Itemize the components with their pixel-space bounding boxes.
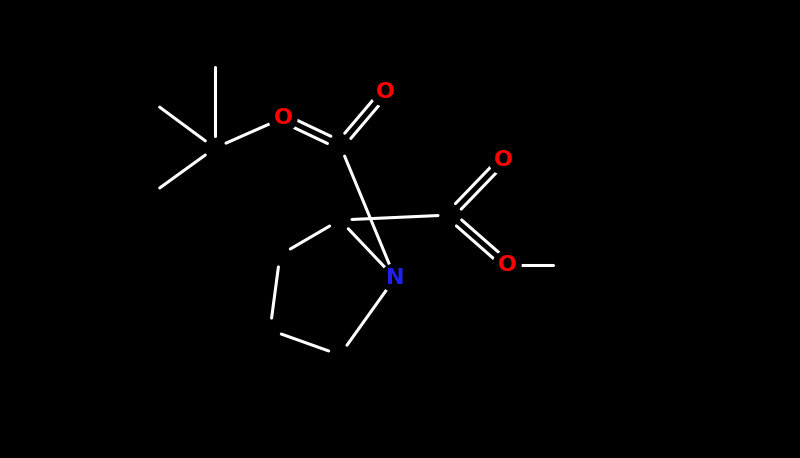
- Text: O: O: [494, 150, 513, 170]
- Circle shape: [489, 146, 517, 174]
- Text: O: O: [375, 82, 394, 102]
- Text: N: N: [386, 268, 404, 288]
- Circle shape: [381, 264, 409, 292]
- Circle shape: [493, 251, 521, 279]
- Circle shape: [269, 104, 297, 132]
- Circle shape: [371, 78, 399, 106]
- Text: O: O: [274, 108, 293, 128]
- Text: O: O: [498, 255, 517, 275]
